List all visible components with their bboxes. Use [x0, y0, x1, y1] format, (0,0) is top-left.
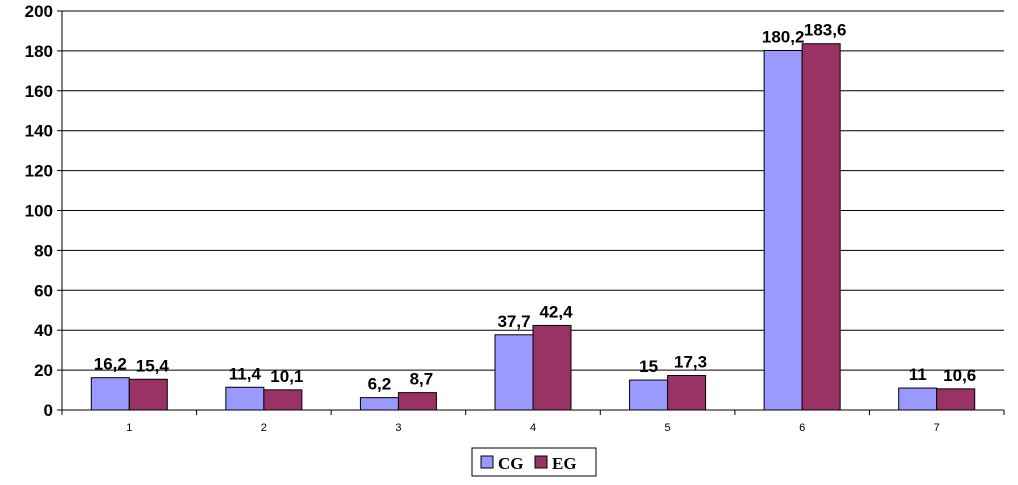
bar-cg-5: [629, 379, 669, 411]
y-tick-label: 120: [25, 162, 53, 181]
data-label-cg-4: 37,7: [497, 312, 530, 331]
legend: CG EG: [471, 447, 597, 477]
y-tick-label: 180: [25, 42, 53, 61]
data-label-cg-1: 16,2: [94, 355, 127, 374]
y-axis: 0 20 40 60 80 100 120 140 160 180 200: [25, 2, 63, 420]
bar-eg-4: [532, 324, 572, 411]
x-tick-label: 6: [799, 422, 805, 434]
bar-cg-1: [90, 377, 130, 411]
data-label-eg-5: 17,3: [674, 352, 707, 371]
y-tick-label: 0: [44, 401, 53, 420]
data-labels: 16,2 15,4 11,4 10,1 6,2 8,7 37,7 42,4 15 17,3 180,…: [94, 21, 977, 394]
y-tick-label: 100: [25, 202, 53, 221]
data-label-cg-6: 180,2: [762, 28, 805, 47]
x-tick-label: 2: [261, 422, 267, 434]
data-label-eg-6: 183,6: [804, 21, 847, 40]
data-label-eg-7: 10,6: [943, 366, 976, 385]
data-label-cg-5: 15: [639, 357, 658, 376]
bars: [90, 43, 976, 411]
bar-eg-5: [667, 374, 707, 411]
legend-label-cg: CG: [498, 454, 524, 473]
y-tick-label: 40: [34, 321, 53, 340]
data-label-eg-4: 42,4: [539, 302, 573, 321]
y-tick-label: 60: [34, 281, 53, 300]
data-label-cg-3: 6,2: [368, 375, 392, 394]
y-tick-label: 200: [25, 2, 53, 21]
data-label-cg-2: 11,4: [229, 364, 262, 383]
bar-eg-6: [801, 43, 841, 411]
x-tick-label: 7: [934, 422, 940, 434]
data-label-eg-1: 15,4: [136, 356, 170, 375]
bar-eg-3: [397, 392, 437, 411]
x-tick-label: 3: [395, 422, 401, 434]
bar-cg-2: [225, 386, 265, 411]
bar-cg-7: [898, 387, 938, 411]
data-label-cg-7: 11: [909, 365, 927, 384]
bar-eg-1: [128, 378, 168, 411]
x-tick-label: 5: [665, 422, 671, 434]
legend-label-eg: EG: [552, 454, 577, 473]
y-tick-label: 80: [34, 241, 53, 260]
x-axis: 1 2 3 4 5 6 7: [61, 409, 1005, 434]
x-tick-label: 4: [530, 422, 536, 434]
bar-cg-4: [494, 334, 534, 411]
data-label-eg-2: 10,1: [270, 367, 303, 386]
y-tick-label: 160: [25, 82, 53, 101]
data-label-eg-3: 8,7: [410, 370, 434, 389]
x-tick-label: 1: [126, 422, 132, 434]
bar-cg-3: [359, 397, 399, 411]
bar-cg-6: [763, 50, 803, 411]
y-tick-label: 140: [25, 122, 53, 141]
y-tick-label: 20: [34, 361, 53, 380]
gridlines: [62, 10, 1004, 371]
bar-eg-2: [263, 389, 303, 411]
bar-eg-7: [936, 388, 976, 411]
legend-swatch-cg: [480, 455, 494, 469]
legend-swatch-eg: [534, 455, 548, 469]
